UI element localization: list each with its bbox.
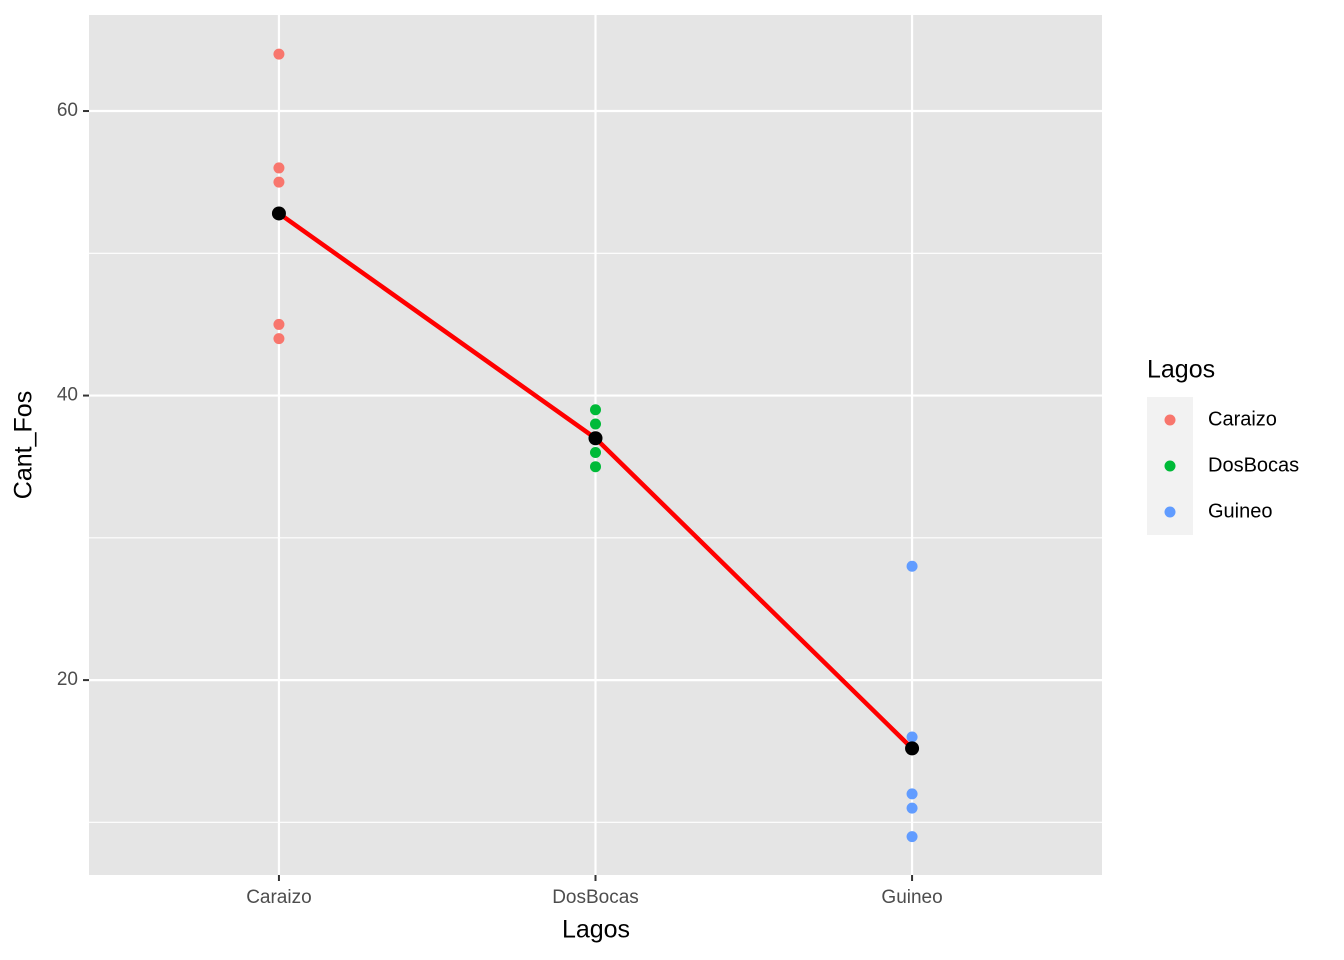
point xyxy=(906,802,918,814)
point xyxy=(590,446,601,458)
y-axis-title: Cant_Fos xyxy=(10,391,38,499)
point xyxy=(590,461,601,473)
x-tick-label: Guineo xyxy=(881,887,942,908)
mean-point xyxy=(588,431,603,446)
point xyxy=(273,176,285,188)
point xyxy=(906,788,918,800)
x-tick-label: DosBocas xyxy=(552,887,639,908)
point xyxy=(273,162,285,174)
mean-point xyxy=(905,741,920,756)
x-tick-label: Caraizo xyxy=(246,887,311,908)
point xyxy=(906,831,918,843)
y-tick-label: 20 xyxy=(57,669,78,690)
point xyxy=(273,318,285,330)
legend-key xyxy=(1164,414,1176,426)
legend-label: DosBocas xyxy=(1208,454,1299,476)
legend-title: Lagos xyxy=(1147,356,1215,384)
point xyxy=(273,48,285,60)
point xyxy=(590,404,601,416)
y-tick-label: 60 xyxy=(57,100,78,121)
y-tick-label: 40 xyxy=(57,385,78,406)
legend-key xyxy=(1164,460,1176,472)
point xyxy=(906,731,918,743)
point xyxy=(590,418,601,430)
point xyxy=(906,560,918,572)
x-axis-title: Lagos xyxy=(562,916,630,944)
legend-label: Caraizo xyxy=(1208,408,1277,430)
legend-label: Guineo xyxy=(1208,500,1273,522)
mean-point xyxy=(271,206,286,221)
legend-key xyxy=(1164,506,1176,518)
point xyxy=(273,333,285,345)
